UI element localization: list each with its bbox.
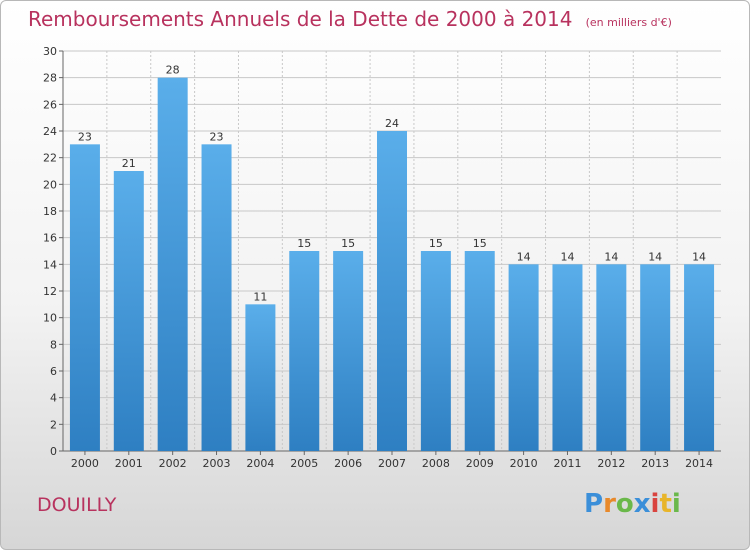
data-label: 14 (604, 250, 618, 263)
y-tick-label: 22 (43, 152, 57, 165)
y-tick-label: 20 (43, 178, 57, 191)
data-label: 15 (429, 237, 443, 250)
data-label: 11 (253, 290, 267, 303)
chart-title: Remboursements Annuels de la Dette de 20… (28, 7, 672, 31)
title-unit: (en milliers d'€) (585, 16, 672, 29)
x-tick-label: 2010 (510, 457, 538, 470)
x-tick-label: 2002 (159, 457, 187, 470)
logo-letter: t (659, 489, 672, 519)
x-tick-label: 2005 (290, 457, 318, 470)
data-label: 21 (122, 157, 136, 170)
x-tick-label: 2009 (466, 457, 494, 470)
x-tick-label: 2011 (553, 457, 581, 470)
x-tick-label: 2000 (71, 457, 99, 470)
logo-letter: o (615, 489, 634, 519)
data-label: 28 (166, 64, 180, 77)
place-name: DOUILLY (37, 494, 117, 516)
data-label: 14 (517, 250, 531, 263)
logo-letter: r (603, 489, 616, 519)
y-tick-label: 30 (43, 45, 57, 58)
y-tick-label: 18 (43, 205, 57, 218)
bar (508, 264, 539, 451)
y-tick-label: 26 (43, 98, 57, 111)
x-tick-label: 2001 (115, 457, 143, 470)
data-label: 15 (473, 237, 487, 250)
x-tick-label: 2008 (422, 457, 450, 470)
bar (420, 251, 451, 451)
y-tick-label: 6 (50, 365, 57, 378)
y-tick-label: 24 (43, 125, 57, 138)
bars (69, 77, 715, 452)
y-tick-label: 12 (43, 285, 57, 298)
bar (684, 264, 715, 451)
y-tick-label: 2 (50, 418, 57, 431)
bar (464, 251, 495, 451)
logo-letter: P (584, 489, 604, 519)
logo-letter: i (671, 489, 681, 519)
title-text: Remboursements Annuels de la Dette de 20… (28, 7, 573, 31)
y-tick-label: 14 (43, 258, 57, 271)
data-label: 23 (210, 130, 224, 143)
x-tick-label: 2012 (597, 457, 625, 470)
labels: 2000 23 2001 21 2002 28 2003 23 2004 11 2005 15 2006… (71, 64, 713, 470)
bar (640, 264, 671, 451)
x-tick-label: 2004 (246, 457, 274, 470)
data-label: 15 (297, 237, 311, 250)
data-label: 23 (78, 130, 92, 143)
y-tick-label: 16 (43, 232, 57, 245)
bar (596, 264, 627, 451)
logo-letter: i (650, 489, 660, 519)
bar (69, 144, 100, 452)
y-tick-label: 4 (50, 392, 57, 405)
bar (333, 251, 364, 451)
data-label: 15 (341, 237, 355, 250)
bar (201, 144, 232, 452)
bar (377, 131, 407, 451)
x-tick-label: 2013 (641, 457, 669, 470)
y-tick-label: 10 (43, 312, 57, 325)
x-tick-label: 2014 (685, 457, 713, 470)
x-tick-label: 2006 (334, 457, 362, 470)
bar (289, 251, 320, 451)
bar (552, 264, 583, 451)
proxiti-logo: Proxiti (584, 489, 681, 519)
bar (157, 77, 188, 452)
bar (113, 171, 144, 451)
x-tick-label: 2003 (203, 457, 231, 470)
data-label: 24 (385, 117, 399, 130)
logo-letter: x (633, 489, 651, 519)
data-label: 14 (648, 250, 662, 263)
y-tick-label: 0 (50, 445, 57, 458)
y-tick-label: 28 (43, 72, 57, 85)
x-tick-label: 2007 (378, 457, 406, 470)
y-tick-label: 8 (50, 338, 57, 351)
data-label: 14 (692, 250, 706, 263)
data-label: 14 (560, 250, 574, 263)
bar (245, 304, 276, 451)
